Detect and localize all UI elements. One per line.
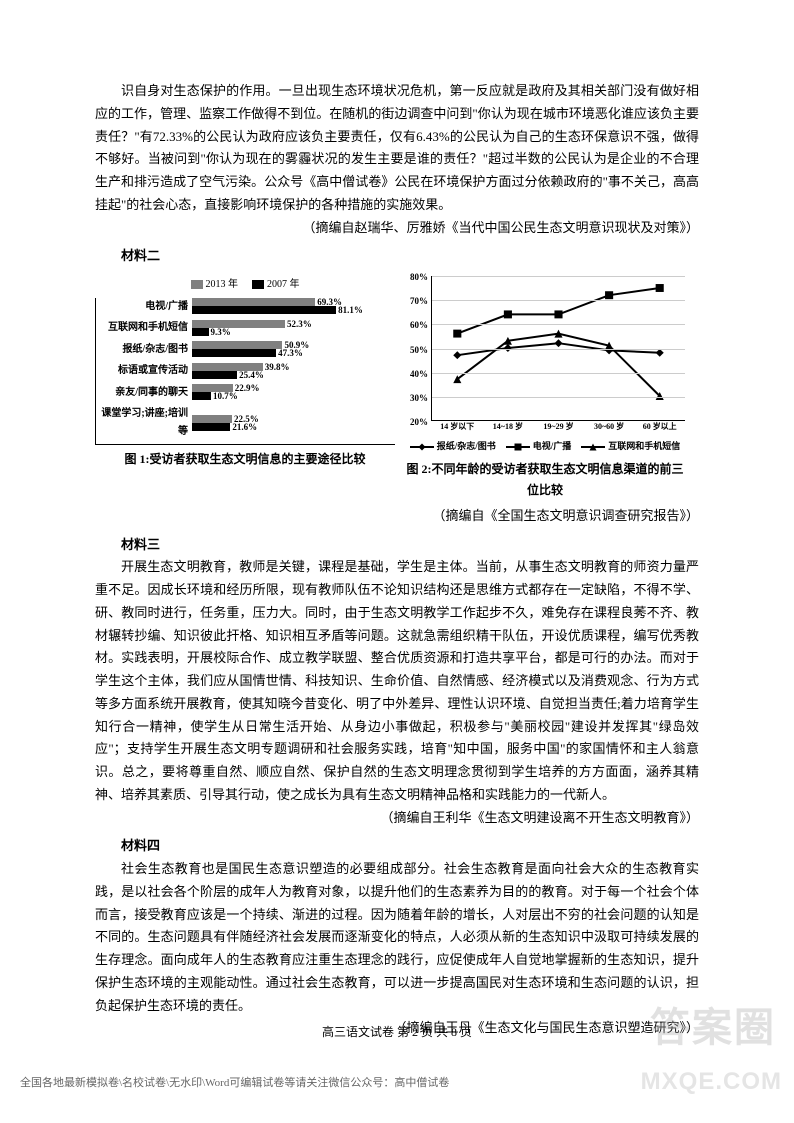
bar-label: 互联网和手机短信 [96,319,192,337]
y-tick: 60% [406,318,428,334]
bar-value: 9.3% [209,325,231,341]
bar-value: 21.6% [230,420,257,436]
legend-2013: 2013 年 [206,276,239,294]
marker-icon [656,349,664,357]
bar-row: 电视/广播69.3%81.1% [96,298,395,316]
chart1-body: 电视/广播69.3%81.1%互联网和手机短信52.3%9.3%报纸/杂志/图书… [95,298,395,446]
chart2-plot: 20%30%40%50%60%70%80%14 岁以下14~18 岁19~29 … [431,276,685,421]
legend-item: 电视/广播 [506,439,572,455]
bar-value: 52.3% [285,317,312,333]
bar: 25.4% [192,371,237,379]
bar: 81.1% [192,306,336,314]
bar: 50.9% [192,341,282,349]
bar-label: 课堂学习;讲座;培训等 [96,405,192,440]
y-tick: 40% [406,367,428,383]
chart-1: 2013 年 2007 年 电视/广播69.3%81.1%互联网和手机短信52.… [95,276,395,501]
bar-row: 互联网和手机短信52.3%9.3% [96,319,395,337]
y-tick: 70% [406,294,428,310]
bar-row: 标语或宣传活动 39.8% 25.4% [96,362,395,380]
heading-material-2: 材料二 [95,245,699,268]
heading-material-3: 材料三 [95,534,699,557]
marker-icon [453,330,461,338]
x-tick: 19~29 岁 [543,420,573,434]
charts-row: 2013 年 2007 年 电视/广播69.3%81.1%互联网和手机短信52.… [95,276,699,501]
bar-row: 课堂学习;讲座;培训等22.5%21.6% [96,405,395,440]
paragraph-3: 开展生态文明教育，教师是关键，课程是基础，学生是主体。当前，从事生态文明教育的师… [95,556,699,806]
bar: 52.3% [192,320,285,328]
bar-label: 标语或宣传活动 [96,362,192,380]
x-tick: 60 岁以上 [643,420,677,434]
legend-2007: 2007 年 [267,276,300,294]
chart1-legend: 2013 年 2007 年 [95,276,395,294]
heading-material-4: 材料四 [95,835,699,858]
bar-label: 电视/广播 [96,298,192,316]
source-2: （摘编自《全国生态文明意识调查研究报告》） [95,505,699,528]
bar-row: 报纸/杂志/图书50.9%47.3% [96,341,395,359]
bar-value: 81.1% [336,303,363,319]
bar-label: 亲友/同事的聊天 [96,384,192,402]
footer-note: 全国各地最新模拟卷\名校试卷\无水印\Word可编辑试卷等请关注微信公众号：高中… [20,1074,449,1093]
x-tick: 14 岁以下 [440,420,474,434]
bar-label: 报纸/杂志/图书 [96,341,192,359]
marker-icon [554,339,562,347]
bar-value: 39.8% [263,360,290,376]
x-tick: 14~18 岁 [493,420,523,434]
x-tick: 30~60 岁 [594,420,624,434]
chart-2: 20%30%40%50%60%70%80%14 岁以下14~18 岁19~29 … [405,276,685,501]
source-3: （摘编自王利华《生态文明建设离不开生态文明教育》） [95,807,699,830]
bar: 47.3% [192,349,276,357]
marker-icon [554,310,562,318]
marker-icon [656,284,664,292]
y-tick: 80% [406,270,428,286]
bar: 10.7% [192,392,211,400]
legend-item: 互联网和手机短信 [581,439,680,455]
chart2-legend: 报纸/杂志/图书电视/广播互联网和手机短信 [405,439,685,455]
bar-row: 亲友/同事的聊天22.9%10.7% [96,384,395,402]
paragraph-4: 社会生态教育也是国民生态意识塑造的必要组成部分。社会生态教育是面向社会大众的生态… [95,858,699,1017]
bar: 22.5% [192,415,232,423]
source-1: （摘编自赵瑞华、厉雅娇《当代中国公民生态文明意识现状及对策》） [95,217,699,240]
legend-item: 报纸/杂志/图书 [410,439,496,455]
chart2-caption: 图 2:不同年龄的受访者获取生态文明信息渠道的前三位比较 [405,459,685,501]
watermark-answers: 答案圈 [650,993,776,1063]
bar: 21.6% [192,423,230,431]
marker-icon [605,291,613,299]
bar-value: 10.7% [211,389,238,405]
y-tick: 50% [406,343,428,359]
y-tick: 30% [406,391,428,407]
marker-icon [453,351,461,359]
y-tick: 20% [406,415,428,431]
watermark-url: MXQE.COM [641,1061,782,1103]
chart1-caption: 图 1:受访者获取生态文明信息的主要途径比较 [95,449,395,470]
bar: 69.3% [192,298,315,306]
paragraph-1: 识自身对生态保护的作用。一旦出现生态环境状况危机，第一反应就是政府及其相关部门没… [95,80,699,217]
marker-icon [504,310,512,318]
bar: 9.3% [192,328,209,336]
